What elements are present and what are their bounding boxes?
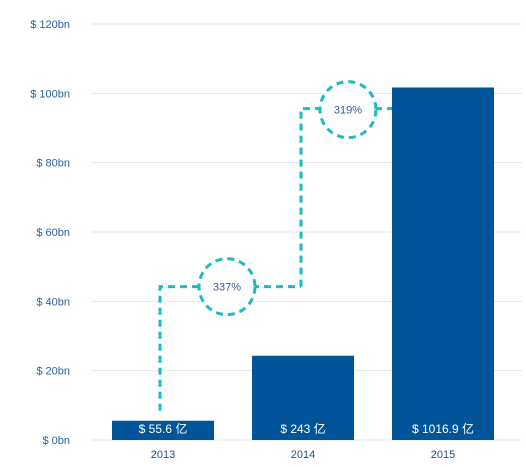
growth-connector — [299, 107, 435, 287]
y-axis: $ 0bn $ 20bn $ 40bn $ 60bn $ 80bn $ 100bn $ 12… — [30, 19, 70, 447]
y-tick-label: $ 120bn — [30, 19, 70, 31]
growth-circle — [197, 257, 257, 317]
y-tick-label: $ 80bn — [36, 158, 70, 170]
bar — [392, 87, 494, 440]
x-tick-label: 2014 — [291, 449, 315, 461]
growth-circle — [318, 80, 378, 140]
bars: $ 55.6 亿 $ 243 亿 $ 1016.9 亿 — [112, 87, 494, 440]
y-tick-label: $ 40bn — [36, 296, 70, 308]
bar — [112, 420, 214, 440]
growth-label: 337% — [213, 282, 241, 294]
x-tick-label: 2013 — [151, 449, 175, 461]
y-tick-label: $ 0bn — [42, 435, 70, 447]
bar-value-label: $ 1016.9 亿 — [412, 421, 474, 436]
growth-connectors: 337% 319% — [158, 80, 435, 411]
y-tick-label: $ 60bn — [36, 227, 70, 239]
bar-value-label: $ 55.6 亿 — [139, 421, 188, 436]
bar — [252, 355, 354, 440]
x-axis: 2013 2014 2015 — [151, 449, 455, 461]
y-tick-label: $ 20bn — [36, 366, 70, 378]
x-tick-label: 2015 — [431, 449, 455, 461]
growth-label: 319% — [334, 105, 362, 117]
bar-value-label: $ 243 亿 — [280, 421, 325, 436]
y-tick-label: $ 100bn — [30, 88, 70, 100]
gridlines — [92, 23, 522, 441]
